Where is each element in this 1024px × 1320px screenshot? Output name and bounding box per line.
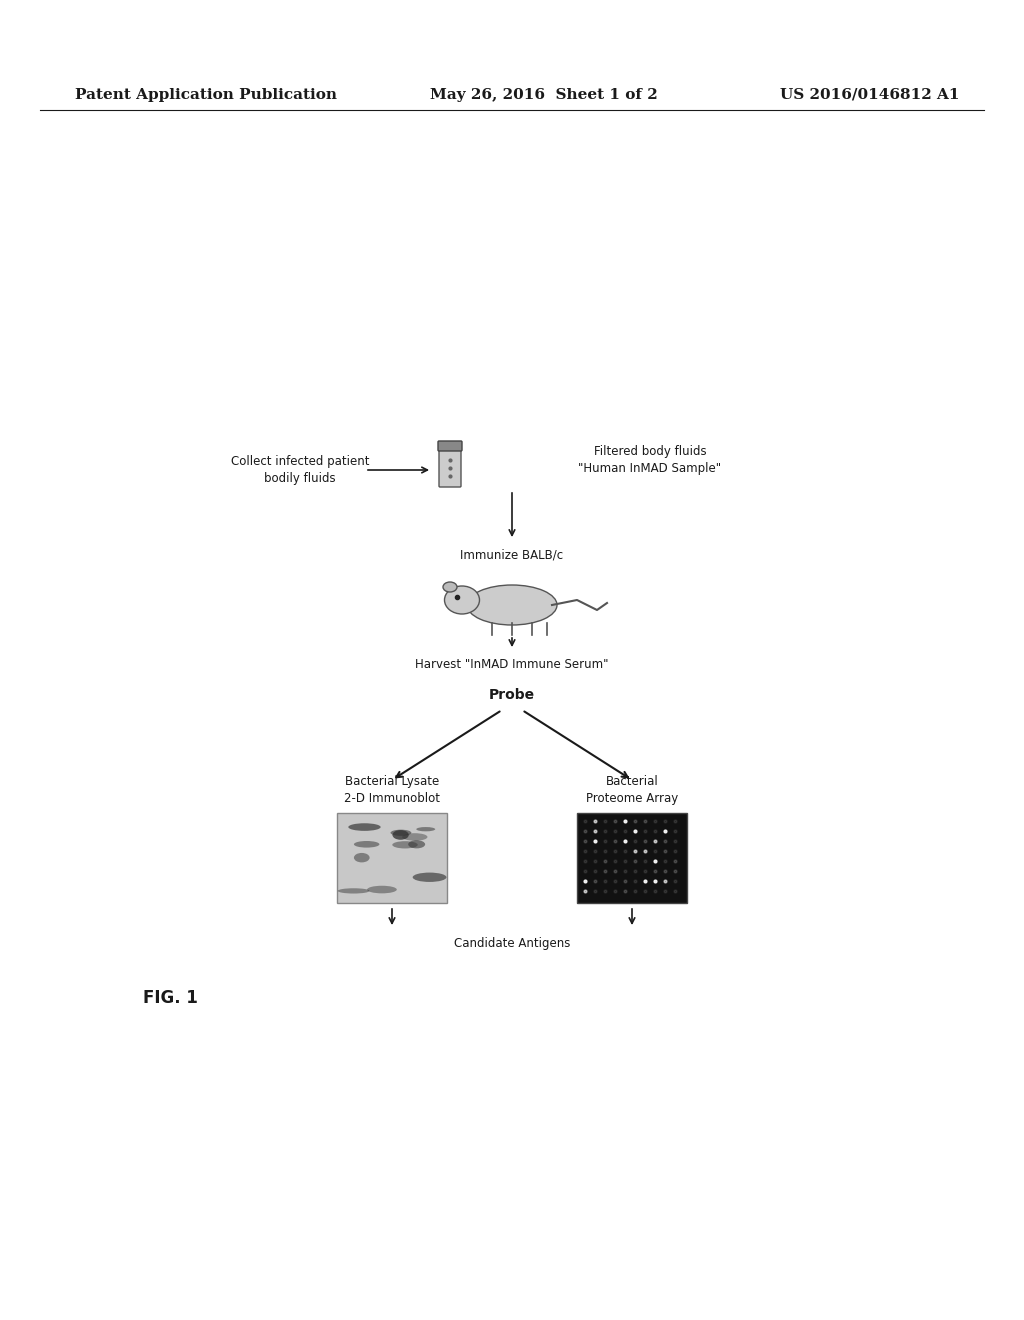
Text: Patent Application Publication: Patent Application Publication — [75, 88, 337, 102]
Text: Filtered body fluids
"Human InMAD Sample": Filtered body fluids "Human InMAD Sample… — [579, 445, 722, 475]
Ellipse shape — [443, 582, 457, 591]
Text: FIG. 1: FIG. 1 — [142, 989, 198, 1007]
FancyBboxPatch shape — [577, 813, 687, 903]
Ellipse shape — [417, 828, 435, 832]
Text: US 2016/0146812 A1: US 2016/0146812 A1 — [780, 88, 959, 102]
Ellipse shape — [338, 888, 370, 894]
Ellipse shape — [392, 830, 409, 840]
FancyBboxPatch shape — [439, 447, 461, 487]
FancyBboxPatch shape — [438, 441, 462, 451]
Text: May 26, 2016  Sheet 1 of 2: May 26, 2016 Sheet 1 of 2 — [430, 88, 657, 102]
Text: Probe: Probe — [488, 688, 536, 702]
FancyBboxPatch shape — [337, 813, 447, 903]
Ellipse shape — [409, 841, 425, 849]
Text: Harvest "InMAD Immune Serum": Harvest "InMAD Immune Serum" — [416, 659, 608, 672]
Text: Candidate Antigens: Candidate Antigens — [454, 936, 570, 949]
Ellipse shape — [413, 873, 446, 882]
Ellipse shape — [467, 585, 557, 624]
Ellipse shape — [348, 824, 381, 830]
Ellipse shape — [354, 841, 380, 847]
Text: Immunize BALB/c: Immunize BALB/c — [461, 549, 563, 561]
Ellipse shape — [402, 833, 427, 841]
Ellipse shape — [354, 853, 370, 862]
Ellipse shape — [390, 830, 412, 836]
Text: Collect infected patient
bodily fluids: Collect infected patient bodily fluids — [230, 455, 370, 484]
Text: Bacterial Lysate
2-D Immunoblot: Bacterial Lysate 2-D Immunoblot — [344, 775, 440, 805]
Ellipse shape — [368, 886, 396, 894]
Ellipse shape — [392, 841, 418, 849]
Ellipse shape — [444, 586, 479, 614]
Text: Bacterial
Proteome Array: Bacterial Proteome Array — [586, 775, 678, 805]
